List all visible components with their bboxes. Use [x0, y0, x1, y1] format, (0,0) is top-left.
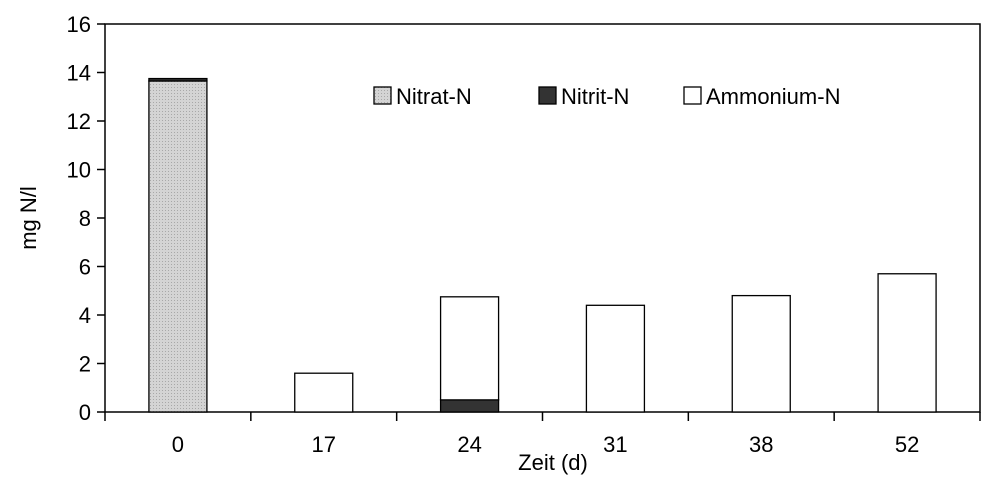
y-tick-label: 10: [67, 158, 91, 183]
x-tick-label: 31: [603, 432, 627, 457]
x-tick-label: 24: [457, 432, 481, 457]
legend-swatch: [539, 87, 556, 104]
bar-segment: [732, 296, 790, 412]
bar-segment: [586, 305, 644, 412]
legend: Nitrat-N Nitrit-N Ammonium-N: [366, 76, 866, 120]
y-tick-label: 12: [67, 109, 91, 134]
bar-segment: [441, 297, 499, 400]
legend-swatch: [374, 87, 391, 104]
y-axis: 0 2 4 6 8 10 12 14 16: [67, 12, 105, 425]
legend-swatch: [684, 87, 701, 104]
y-tick-label: 0: [79, 400, 91, 425]
bar-segment: [295, 373, 353, 412]
x-tick-label: 52: [895, 432, 919, 457]
y-tick-label: 8: [79, 206, 91, 231]
legend-label: Nitrit-N: [561, 84, 629, 109]
y-tick-label: 16: [67, 12, 91, 37]
x-axis-title: Zeit (d): [518, 450, 588, 475]
y-tick-label: 4: [79, 303, 91, 328]
bar-segment: [878, 274, 936, 412]
x-tick-label: 38: [749, 432, 773, 457]
bar-segment: [149, 81, 207, 412]
legend-label: Ammonium-N: [706, 84, 840, 109]
y-tick-label: 2: [79, 352, 91, 377]
bars: [149, 79, 936, 412]
bar-segment: [149, 79, 207, 81]
y-axis-title: mg N/l: [16, 186, 41, 250]
x-tick-label: 0: [172, 432, 184, 457]
legend-label: Nitrat-N: [396, 84, 472, 109]
y-tick-label: 6: [79, 255, 91, 280]
x-tick-label: 17: [312, 432, 336, 457]
bar-segment: [441, 400, 499, 412]
y-tick-label: 14: [67, 61, 91, 86]
